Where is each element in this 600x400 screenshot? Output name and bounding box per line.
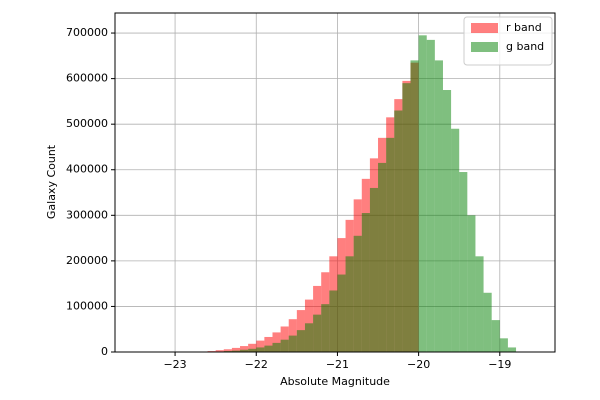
histogram-bar — [313, 314, 322, 352]
legend-label: r band — [506, 21, 542, 34]
x-axis-label: Absolute Magnitude — [280, 375, 390, 388]
histogram-bar — [256, 347, 265, 352]
histogram-bar — [507, 347, 517, 352]
y-tick-label: 400000 — [66, 163, 108, 176]
histogram-bar — [418, 35, 427, 353]
y-tick-label: 100000 — [66, 299, 108, 312]
histogram-bar — [248, 343, 257, 352]
histogram-bar — [272, 342, 281, 352]
x-tick-label: −20 — [407, 358, 430, 371]
histogram-bar — [475, 256, 484, 352]
histogram-bar — [304, 323, 314, 352]
histogram-bar — [264, 345, 273, 352]
histogram-bar — [231, 350, 241, 352]
histogram-bar — [426, 39, 435, 353]
y-tick-label: 700000 — [66, 26, 108, 39]
histogram-bar — [215, 350, 224, 352]
histogram-bar — [369, 187, 379, 352]
legend-label: g band — [506, 40, 544, 53]
x-tick-label: −19 — [488, 358, 511, 371]
legend-swatch — [471, 42, 498, 52]
histogram-bar — [499, 338, 508, 352]
histogram-bar — [256, 340, 265, 352]
histogram-bar — [459, 172, 468, 352]
histogram-bar — [402, 83, 411, 352]
histogram-bar — [345, 256, 354, 352]
x-tick-label: −22 — [245, 358, 268, 371]
y-tick-label: 500000 — [66, 117, 108, 130]
x-tick-label: −21 — [326, 358, 349, 371]
y-axis-label: Galaxy Count — [45, 144, 58, 219]
histogram-bar — [231, 347, 241, 352]
histogram-bar — [272, 332, 281, 352]
histogram-bar — [223, 349, 232, 352]
histogram-bar — [483, 292, 492, 352]
histogram-bar — [296, 330, 305, 352]
histogram-bar — [434, 60, 443, 353]
y-tick-label: 600000 — [66, 72, 108, 85]
y-tick-label: 300000 — [66, 208, 108, 221]
histogram-bar — [321, 304, 330, 352]
legend-swatch — [471, 23, 498, 33]
histogram-bar — [378, 162, 387, 352]
histogram-bar — [353, 235, 362, 352]
histogram-bar — [451, 128, 460, 352]
histogram-bar — [491, 320, 500, 352]
histogram-bar — [386, 137, 395, 352]
y-tick-label: 0 — [101, 345, 108, 358]
histogram-bar — [410, 60, 419, 353]
histogram-bar — [280, 339, 289, 352]
histogram-bar — [264, 336, 273, 352]
histogram-bar — [337, 274, 346, 352]
histogram-bar — [442, 90, 452, 353]
histogram-bar — [394, 110, 403, 353]
x-tick-label: −23 — [163, 358, 186, 371]
histogram-bar — [240, 346, 249, 352]
histogram-bar — [361, 213, 370, 352]
histogram-bar — [248, 348, 257, 352]
y-tick-label: 200000 — [66, 254, 108, 267]
histogram-bar — [280, 326, 289, 352]
histogram-bar — [288, 335, 297, 352]
histogram-bar — [329, 290, 338, 352]
histogram-bar — [467, 215, 476, 352]
histogram-bar — [240, 349, 249, 352]
plot-frame — [114, 12, 556, 353]
